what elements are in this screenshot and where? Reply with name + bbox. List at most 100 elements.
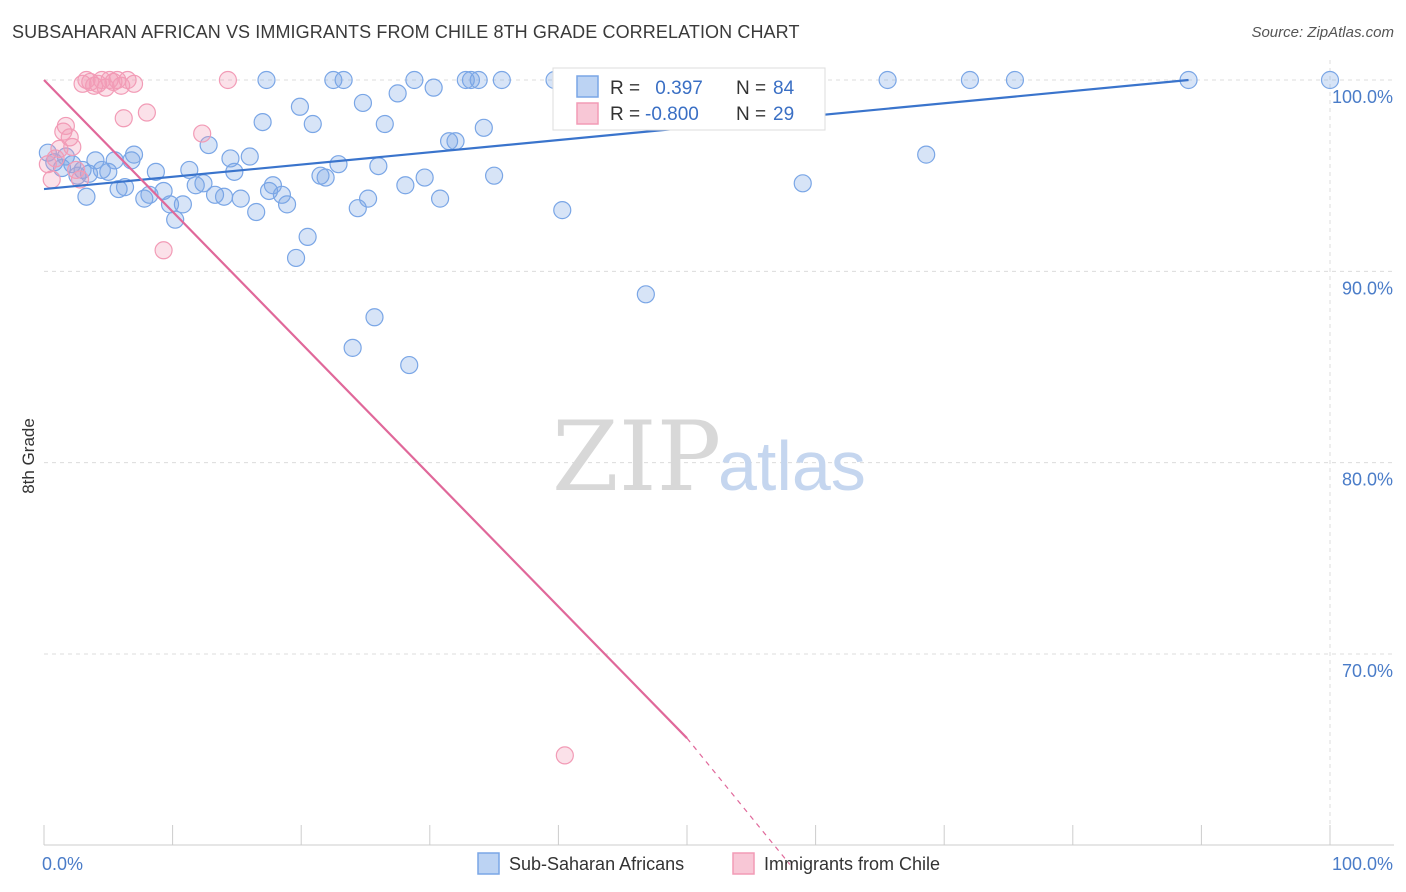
- point-sub-saharan: [461, 70, 481, 90]
- point-sub-saharan: [375, 114, 394, 134]
- point-sub-saharan: [960, 70, 980, 90]
- legend-box: R = 0.397 N = 84 R = -0.800 N = 29: [552, 67, 826, 131]
- chart-title: SUBSAHARAN AFRICAN VS IMMIGRANTS FROM CH…: [12, 22, 800, 42]
- point-sub-saharan: [257, 70, 276, 90]
- point-chile: [63, 137, 82, 157]
- point-sub-saharan: [316, 168, 335, 187]
- point-sub-saharan: [424, 78, 443, 97]
- point-sub-saharan: [205, 185, 225, 204]
- point-sub-saharan: [166, 210, 185, 229]
- point-sub-saharan: [272, 185, 292, 204]
- point-sub-saharan: [456, 70, 475, 90]
- bottom-legend-swatch-blue: [477, 852, 500, 875]
- point-sub-saharan: [277, 195, 297, 214]
- point-sub-saharan: [52, 158, 72, 178]
- point-sub-saharan: [492, 70, 511, 90]
- legend-n-label-2: N =: [736, 104, 766, 125]
- point-sub-saharan: [140, 185, 159, 204]
- point-sub-saharan: [430, 189, 450, 208]
- y-tick-label: 70.0%: [1342, 661, 1393, 681]
- point-sub-saharan: [146, 162, 165, 181]
- point-sub-saharan: [199, 135, 218, 155]
- watermark: ZIP atlas: [552, 401, 866, 513]
- axes-layer: 70.0% 80.0% 90.0% 100.0% 0.0% 100.0%: [42, 87, 1394, 874]
- point-sub-saharan: [329, 155, 348, 174]
- legend-n-value-2: 29: [773, 104, 794, 125]
- point-chile: [218, 70, 237, 90]
- trend-layer: [43, 78, 1189, 865]
- y-tick-label: 80.0%: [1342, 470, 1393, 490]
- point-sub-saharan: [77, 187, 96, 206]
- legend-swatch-blue: [576, 75, 599, 98]
- point-chile: [124, 74, 144, 93]
- point-sub-saharan: [415, 168, 434, 187]
- point-chile: [67, 160, 86, 180]
- point-sub-saharan: [253, 112, 272, 132]
- watermark-atlas: atlas: [718, 427, 866, 505]
- point-chile: [154, 241, 173, 260]
- trendline-chile-extension: [686, 737, 791, 865]
- point-sub-saharan: [396, 176, 415, 195]
- point-chile: [56, 116, 75, 136]
- legend-swatch-pink: [576, 102, 599, 125]
- point-sub-saharan: [214, 187, 234, 206]
- legend-r-label-2: R =: [610, 104, 640, 125]
- y-axis-label: 8th Grade: [19, 418, 38, 494]
- point-sub-saharan: [298, 227, 317, 246]
- point-sub-saharan: [400, 355, 419, 375]
- bottom-legend-label-blue: Sub-Saharan Africans: [509, 854, 684, 874]
- legend-r-label-1: R =: [610, 78, 640, 99]
- point-sub-saharan: [353, 93, 373, 113]
- point-sub-saharan: [485, 166, 504, 185]
- point-sub-saharan: [105, 151, 124, 170]
- point-sub-saharan: [365, 308, 384, 327]
- point-sub-saharan: [240, 147, 259, 166]
- point-sub-saharan: [92, 160, 111, 180]
- point-sub-saharan: [124, 145, 144, 164]
- point-sub-saharan: [388, 84, 407, 103]
- point-sub-saharan: [793, 174, 812, 193]
- legend-r-value-2: -0.800: [645, 104, 699, 125]
- point-chile: [114, 109, 133, 128]
- point-sub-saharan: [469, 70, 488, 90]
- bottom-legend-swatch-pink: [732, 852, 755, 875]
- x-tick-label-min: 0.0%: [42, 854, 83, 874]
- point-sub-saharan: [99, 162, 118, 181]
- point-sub-saharan: [247, 202, 266, 222]
- y-tick-label: 100.0%: [1332, 87, 1393, 107]
- point-chile: [193, 124, 212, 143]
- trendline-chile: [43, 79, 688, 739]
- bottom-legend-label-pink: Immigrants from Chile: [764, 854, 940, 874]
- point-chile: [70, 170, 90, 189]
- point-chile: [42, 170, 61, 189]
- point-sub-saharan: [446, 132, 465, 151]
- bottom-legend: Sub-Saharan Africans Immigrants from Chi…: [477, 852, 940, 875]
- point-sub-saharan: [334, 70, 353, 90]
- x-tick-label-max: 100.0%: [1332, 854, 1393, 874]
- legend-n-label-1: N =: [736, 78, 766, 99]
- point-sub-saharan: [1320, 70, 1340, 90]
- point-sub-saharan: [173, 195, 192, 214]
- point-sub-saharan: [369, 157, 388, 176]
- source-credit: Source: ZipAtlas.com: [1251, 24, 1394, 41]
- point-sub-saharan: [917, 145, 936, 164]
- legend-n-value-1: 84: [773, 78, 795, 99]
- point-sub-saharan: [86, 151, 105, 170]
- point-sub-saharan: [221, 149, 240, 168]
- watermark-zip: ZIP: [552, 401, 721, 513]
- point-sub-saharan: [324, 70, 343, 90]
- point-sub-saharan: [878, 70, 897, 90]
- point-sub-saharan: [474, 118, 493, 137]
- y-tick-label: 90.0%: [1342, 278, 1393, 298]
- point-sub-saharan: [636, 285, 655, 304]
- point-sub-saharan: [231, 189, 250, 208]
- point-sub-saharan: [358, 189, 378, 208]
- point-sub-saharan: [1005, 70, 1025, 90]
- point-sub-saharan: [286, 248, 306, 268]
- point-sub-saharan: [109, 179, 128, 199]
- point-chile: [46, 149, 65, 168]
- point-sub-saharan: [303, 114, 322, 134]
- point-chile: [555, 746, 574, 765]
- point-chile: [137, 103, 156, 122]
